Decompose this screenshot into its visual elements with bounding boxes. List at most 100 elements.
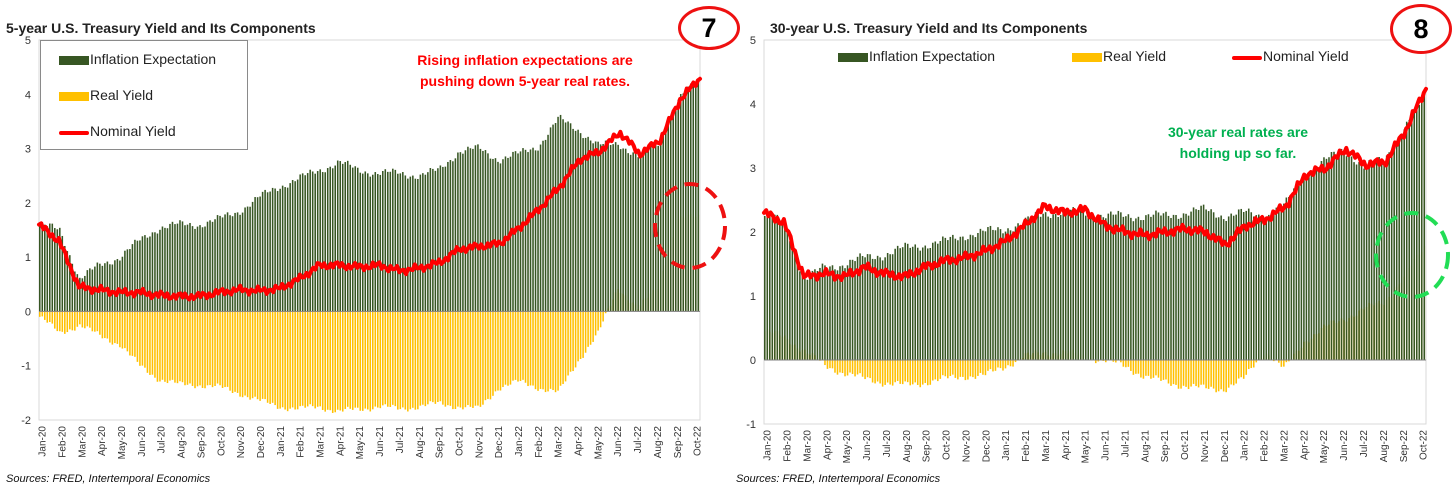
real-yield-bar [382, 311, 384, 406]
inflation-expectation-bar [1082, 210, 1085, 360]
inflation-expectation-bar [76, 274, 79, 312]
real-yield-bar [592, 311, 594, 342]
real-yield-bar [116, 311, 119, 344]
inflation-expectation-bar [959, 236, 962, 360]
inflation-expectation-bar [781, 221, 784, 360]
inflation-expectation-bar [799, 271, 801, 360]
real-yield-bar [1137, 360, 1140, 374]
real-yield-bar [914, 360, 917, 383]
real-yield-bar [144, 311, 146, 368]
inflation-expectation-bar [921, 247, 924, 360]
real-yield-bar [464, 311, 467, 408]
real-yield-bar [1247, 360, 1250, 370]
real-yield-bar [1215, 360, 1217, 393]
inflation-expectation-bar [224, 214, 226, 312]
inflation-expectation-bar [442, 166, 444, 312]
real-yield-bar [1227, 360, 1230, 388]
annotation-30yr-line1: 30-year real rates are [1167, 124, 1309, 140]
real-yield-bar [457, 311, 459, 407]
inflation-expectation-bar [1142, 220, 1145, 360]
inflation-expectation-bar [221, 217, 224, 312]
legend-item-nominal: Nominal Yield [1232, 48, 1349, 64]
inflation-expectation-bar [1257, 214, 1260, 360]
real-yield-bar [454, 311, 457, 410]
real-yield-bar [1225, 360, 1227, 393]
real-yield-bar [221, 311, 224, 388]
real-yield-bar [939, 360, 942, 379]
inflation-expectation-bar [56, 229, 59, 312]
inflation-expectation-bar [677, 99, 680, 312]
real-yield-bar [866, 360, 869, 378]
real-yield-bar [424, 311, 427, 407]
inflation-expectation-bar [84, 275, 86, 312]
real-yield-bar [361, 311, 364, 411]
inflation-expectation-bar [582, 138, 584, 312]
inflation-expectation-bar [316, 171, 319, 312]
x-tick-label: Feb-20 [57, 426, 68, 458]
legend-label-inflation: Inflation Expectation [869, 48, 996, 64]
real-yield-bar [1095, 360, 1097, 364]
real-yield-bar [309, 311, 311, 405]
real-yield-bar [41, 311, 44, 317]
real-yield-bar [1202, 360, 1205, 385]
real-yield-bar [349, 311, 352, 409]
real-yield-bar [304, 311, 306, 408]
inflation-expectation-bar [1072, 207, 1074, 360]
inflation-expectation-bar [542, 140, 544, 312]
real-yield-bar [146, 311, 149, 373]
inflation-expectation-bar [301, 173, 304, 312]
inflation-expectation-bar [464, 150, 467, 312]
inflation-expectation-bar [839, 266, 841, 360]
inflation-expectation-bar [639, 154, 642, 312]
inflation-expectation-bar [1210, 209, 1212, 360]
inflation-expectation-bar [216, 215, 219, 312]
inflation-expectation-bar [1227, 216, 1230, 360]
inflation-expectation-bar [79, 277, 81, 312]
inflation-expectation-bar [634, 153, 637, 312]
inflation-expectation-bar [114, 260, 116, 312]
inflation-expectation-bar [469, 148, 472, 312]
inflation-expectation-bar [1044, 212, 1047, 360]
real-yield-bar [1255, 360, 1258, 363]
real-yield-bar [351, 311, 354, 410]
real-yield-bar [311, 311, 314, 407]
x-tick-label: Dec-21 [1220, 430, 1231, 463]
real-yield-bar [289, 311, 291, 409]
inflation-expectation-bar [392, 168, 394, 312]
inflation-expectation-bar [1320, 161, 1323, 360]
x-tick-label: Mar-22 [1279, 430, 1290, 462]
inflation-expectation-bar [537, 150, 539, 312]
real-yield-bar [439, 311, 442, 402]
inflation-expectation-bar [764, 216, 766, 360]
real-yield-bar [891, 360, 894, 386]
inflation-expectation-bar [967, 239, 969, 360]
real-yield-bar [846, 360, 849, 376]
inflation-expectation-bar [637, 157, 639, 312]
inflation-expectation-bar [587, 136, 589, 312]
inflation-expectation-bar [659, 138, 662, 312]
inflation-expectation-bar [1400, 136, 1403, 360]
x-tick-label: Feb-20 [783, 430, 794, 462]
inflation-expectation-bar [1019, 225, 1022, 360]
real-yield-bar [96, 311, 99, 332]
real-yield-bar [429, 311, 432, 402]
inflation-expectation-bar [1398, 138, 1400, 360]
annotation-5yr-line2: pushing down 5-year real rates. [419, 73, 631, 89]
inflation-expectation-bar [211, 221, 214, 312]
inflation-expectation-bar [1330, 151, 1333, 360]
real-yield-bar [987, 360, 989, 371]
real-yield-bar [982, 360, 984, 375]
inflation-expectation-bar [256, 197, 259, 312]
real-yield-bar [279, 311, 281, 409]
y-tick-label: -1 [21, 361, 31, 373]
real-yield-bar [879, 360, 881, 384]
inflation-expectation-bar [121, 256, 124, 312]
inflation-expectation-bar [911, 246, 914, 360]
inflation-expectation-bar [1380, 160, 1383, 360]
real-yield-bar [124, 311, 126, 349]
inflation-expectation-bar [439, 165, 442, 312]
real-yield-bar [594, 311, 597, 336]
inflation-expectation-bar [1017, 223, 1019, 360]
inflation-expectation-bar [612, 144, 614, 312]
inflation-expectation-bar [1263, 221, 1265, 360]
